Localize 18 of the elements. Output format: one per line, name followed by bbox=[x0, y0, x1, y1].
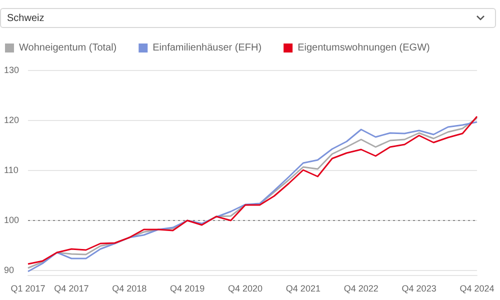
x-tick-label: Q4 2018 bbox=[112, 284, 147, 294]
x-tick-label: Q4 2024 bbox=[460, 284, 494, 294]
x-tick-label: Q4 2022 bbox=[344, 284, 378, 294]
legend-label: Wohneigentum (Total) bbox=[19, 42, 117, 54]
y-tick-label: 130 bbox=[4, 65, 20, 75]
x-tick-label: Q1 2017 bbox=[10, 284, 46, 294]
x-tick-label: Q4 2023 bbox=[402, 284, 436, 294]
x-tick-label: Q4 2021 bbox=[286, 284, 320, 294]
y-tick-label: 90 bbox=[4, 265, 14, 275]
legend-label: Eigentumswohnungen (EGW) bbox=[298, 42, 430, 54]
x-tick-label: Q4 2017 bbox=[54, 284, 89, 294]
y-tick-label: 100 bbox=[4, 215, 20, 225]
y-tick-label: 110 bbox=[4, 165, 18, 175]
x-tick-label: Q4 2019 bbox=[170, 284, 205, 294]
chart-subtitle: Schweiz bbox=[7, 13, 44, 24]
x-tick-label: Q4 2020 bbox=[228, 284, 263, 294]
y-tick-label: 120 bbox=[4, 115, 20, 125]
legend-label: Einfamilienhäuser (EFH) bbox=[152, 42, 262, 54]
